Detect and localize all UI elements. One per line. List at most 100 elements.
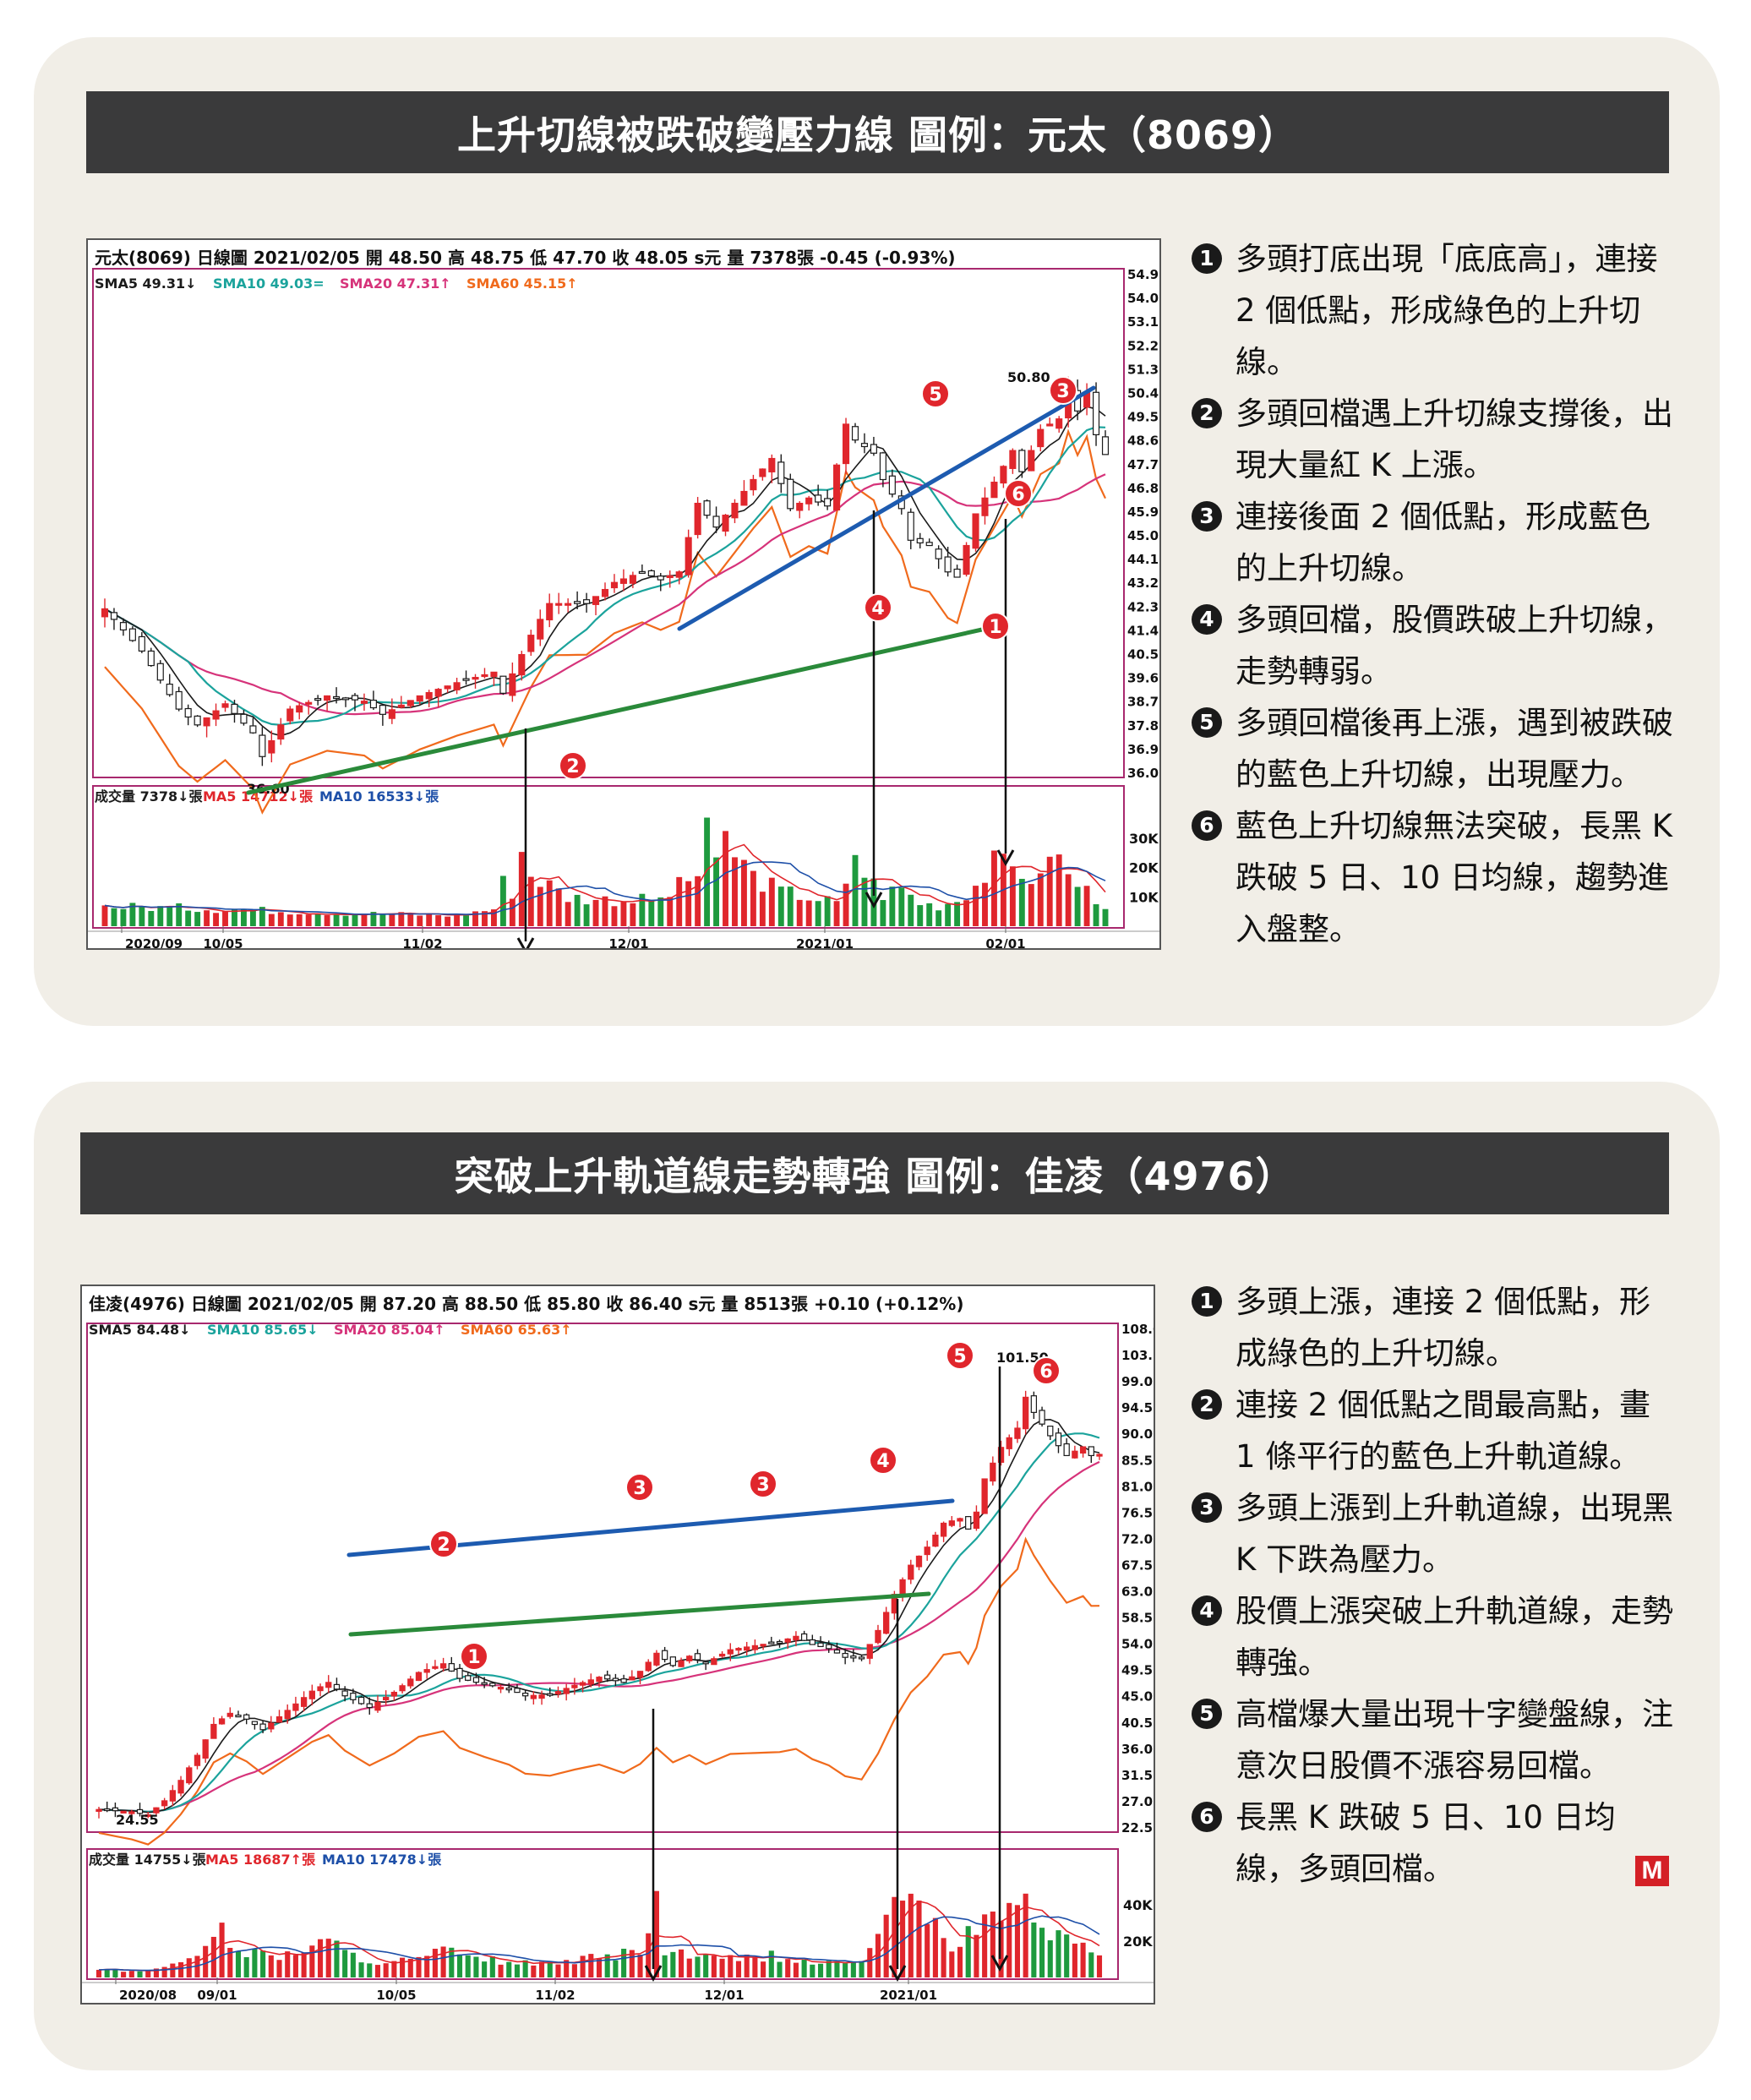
- volume-bar: [95, 1969, 102, 1977]
- volume-bar: [843, 1963, 848, 1977]
- volume-bar: [998, 1921, 1004, 1977]
- volume-bar: [826, 1961, 832, 1977]
- candle-body: [963, 544, 970, 575]
- volume-bar: [456, 1954, 463, 1977]
- candle-body: [425, 691, 433, 700]
- volume-bar: [121, 1972, 127, 1977]
- stock-chart-4976: 佳凌(4976) 日線圖 2021/02/05 開 87.20 高 88.50 …: [80, 1285, 1155, 2005]
- candle-body: [760, 1644, 766, 1647]
- volume-bar: [137, 1971, 143, 1977]
- volume-bar: [204, 910, 210, 926]
- volume-bar: [391, 1961, 397, 1977]
- volume-bar: [259, 907, 265, 926]
- arrow-4-head: [888, 1965, 907, 1983]
- candle-body: [858, 1656, 865, 1660]
- x-tick-label: 09/01: [197, 1988, 237, 2003]
- candle-body: [175, 690, 183, 710]
- candle-body: [935, 548, 942, 559]
- candle-body: [120, 1810, 127, 1814]
- quote-header: 元太(8069) 日線圖 2021/02/05 開 48.50 高 48.75 …: [95, 248, 956, 268]
- volume-bar: [277, 912, 284, 926]
- volume-bar: [555, 1964, 561, 1977]
- y-tick-label: 54.0: [1121, 1637, 1153, 1652]
- volume-bar: [203, 1945, 209, 1977]
- candle-body: [308, 1690, 315, 1699]
- marker-6: [1004, 479, 1033, 508]
- volume-bar: [785, 1959, 791, 1977]
- volume-bar: [732, 857, 738, 926]
- volume-bar: [926, 903, 933, 926]
- candle-body: [333, 1683, 341, 1690]
- y-tick-label: 54.9: [1127, 267, 1159, 282]
- candle-body: [657, 575, 664, 581]
- volume-bar: [379, 914, 386, 926]
- note-text: 多頭回檔後再上漲，遇到被跌破的藍色上升切線，出現壓力。: [1236, 705, 1673, 793]
- candle-body: [546, 603, 554, 621]
- candle-body: [341, 1690, 348, 1697]
- volume-bar: [639, 893, 646, 926]
- candle-body: [456, 1667, 463, 1679]
- volume-bar: [801, 1960, 807, 1977]
- volume-bar: [416, 1956, 422, 1977]
- volume-bar: [1006, 1902, 1012, 1977]
- candle-body: [1039, 1410, 1045, 1425]
- candle-body: [907, 511, 914, 541]
- candle-body: [953, 568, 961, 578]
- candle-body: [530, 1694, 537, 1699]
- candle-body: [1055, 1432, 1062, 1447]
- volume-bar: [473, 1956, 479, 1977]
- candle-body: [824, 498, 832, 507]
- notes-list: 1 多頭上漲，連接 2 個低點，形成綠色的上升切線。 2 連接 2 個低點之間最高點，…: [1192, 1276, 1673, 1895]
- volume-bar: [333, 914, 340, 926]
- chart-svg-4976: 佳凌(4976) 日線圖 2021/02/05 開 87.20 高 88.50 …: [82, 1294, 1154, 2003]
- volume-bar: [648, 901, 655, 926]
- volume-bar: [243, 1956, 249, 1977]
- candle-body: [145, 1814, 151, 1818]
- x-tick-label: 10/05: [203, 936, 243, 948]
- volume-bar: [768, 1950, 774, 1977]
- volume-bar: [861, 877, 868, 926]
- candle-body: [666, 575, 674, 579]
- volume-bar: [630, 903, 636, 926]
- y-tick-label: 94.5: [1121, 1400, 1153, 1415]
- volume-bar: [1023, 1893, 1028, 1977]
- candle-body: [990, 482, 998, 499]
- note-text: 連接 2 個低點之間最高點，畫 1 條平行的藍色上升軌道線。: [1236, 1387, 1651, 1475]
- volume-bar: [509, 898, 515, 926]
- candle-body: [374, 1701, 381, 1711]
- candle-body: [119, 622, 127, 631]
- candle-body: [563, 1688, 570, 1694]
- candle-body: [221, 703, 229, 708]
- volume-bar: [815, 901, 821, 926]
- x-tick-label: 12/01: [608, 936, 648, 948]
- volume-bar: [728, 1955, 734, 1977]
- candle-body: [499, 675, 507, 694]
- volume-bar: [1046, 856, 1053, 926]
- note-number-badge: 3: [1192, 1492, 1222, 1523]
- candle-body: [833, 1649, 841, 1654]
- volume-bar: [653, 1890, 659, 1977]
- candle-body: [583, 599, 591, 604]
- volume-bar: [301, 1952, 307, 1977]
- candle-body: [661, 1650, 668, 1661]
- quote-header: 佳凌(4976) 日線圖 2021/02/05 開 87.20 高 88.50 …: [89, 1294, 963, 1314]
- volume-bar: [268, 914, 275, 926]
- marker-3-label: 3: [633, 1478, 646, 1499]
- blue-trend-line: [677, 385, 1096, 631]
- candle-body: [203, 717, 210, 727]
- candle-body: [366, 1703, 373, 1709]
- note-item: 6 長黑 K 跌破 5 日、10 日均線，多頭回檔。: [1192, 1792, 1673, 1895]
- candle-body: [997, 1447, 1005, 1463]
- candle-body: [612, 1677, 619, 1682]
- candle-body: [1028, 450, 1035, 472]
- candle-body: [638, 570, 646, 574]
- y-tick-label: 81.0: [1121, 1479, 1153, 1494]
- candle-body: [406, 700, 414, 706]
- volume-bar: [249, 909, 256, 926]
- candle-body: [579, 1682, 586, 1686]
- volume-bar: [889, 886, 896, 926]
- candle-body: [490, 671, 498, 678]
- volume-bar: [1096, 1955, 1103, 1977]
- volume-bar: [777, 1961, 783, 1977]
- candle-body: [851, 426, 859, 441]
